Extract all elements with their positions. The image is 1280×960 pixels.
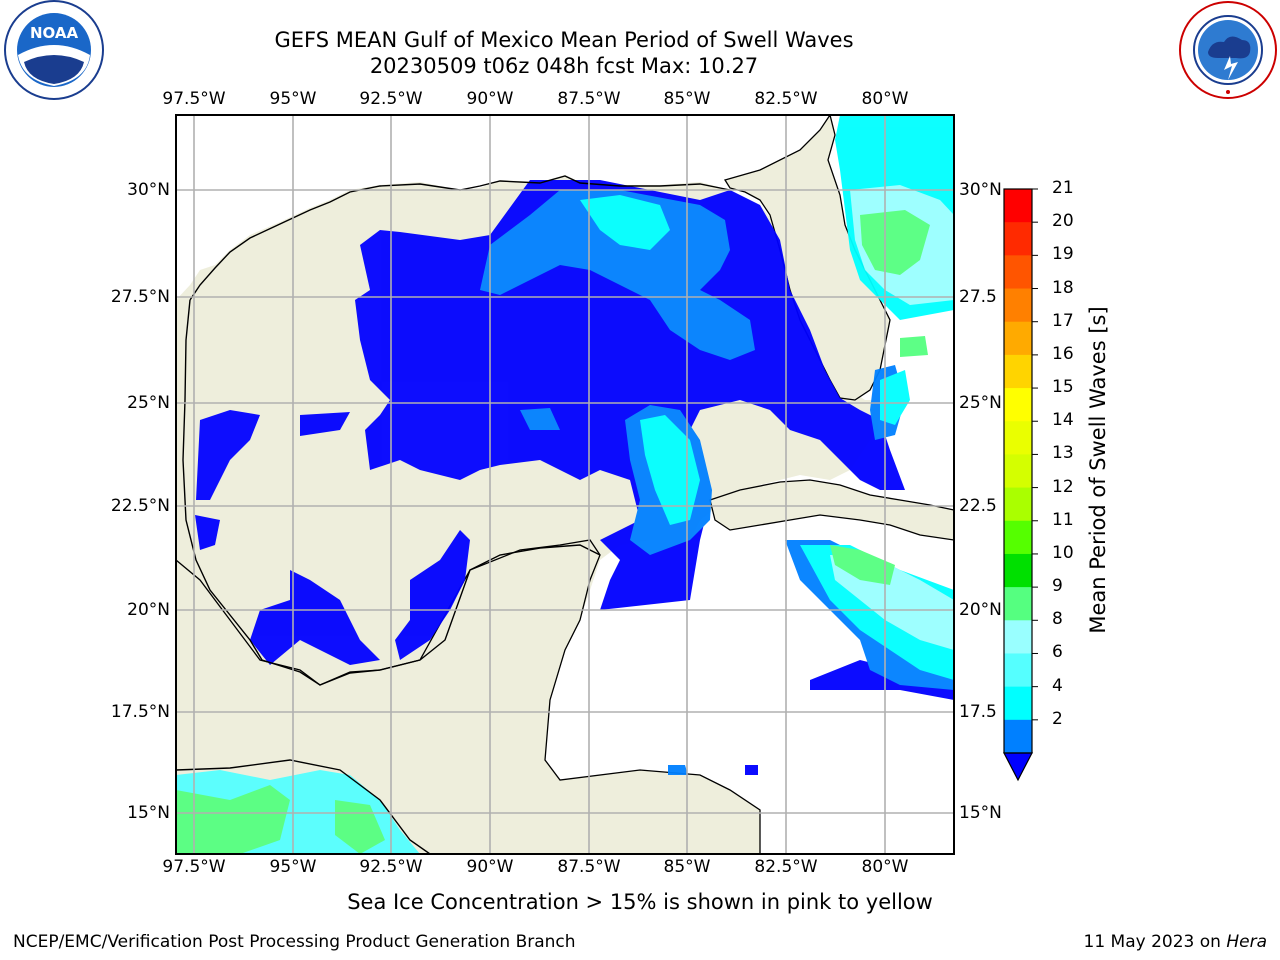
lon-tick-top: 80°W — [861, 89, 909, 109]
colorbar-segments — [1004, 189, 1032, 754]
colorbar-segment — [1004, 421, 1032, 455]
noaa-logo: NOAA — [4, 0, 104, 100]
lat-tick-right: 25°N — [959, 393, 1002, 413]
colorbar-tick-label: 13 — [1052, 443, 1074, 464]
noaa-logo-text: NOAA — [30, 24, 79, 42]
colorbar-segment — [1004, 189, 1032, 223]
colorbar-tick-label: 16 — [1052, 343, 1074, 364]
lon-tick-bottom: 92.5°W — [359, 857, 423, 877]
colorbar-segment — [1004, 686, 1032, 721]
central-america-coastline — [176, 759, 431, 854]
lat-tick-right: 17.5 — [959, 702, 997, 722]
colorbar-tick-label: 21 — [1052, 178, 1074, 198]
gulf-coastline — [189, 175, 731, 301]
lon-tick-top: 87.5°W — [557, 89, 621, 109]
colorbar-tick-label: 19 — [1052, 244, 1074, 265]
colorbar-segment — [1004, 321, 1032, 356]
colorbar-tick-label: 15 — [1052, 377, 1074, 398]
nws-logo — [1179, 1, 1277, 99]
lon-tick-bottom: 85°W — [663, 857, 711, 877]
colorbar-tick-label: 18 — [1052, 277, 1074, 298]
colorbar-segment — [1004, 520, 1032, 555]
lon-tick-bottom: 90°W — [466, 857, 514, 877]
colorbar-segment — [1004, 388, 1032, 422]
chart-title: GEFS MEAN Gulf of Mexico Mean Period of … — [274, 28, 854, 52]
lat-tick-right: 27.5 — [959, 287, 997, 307]
gulf-of-mexico-water — [176, 115, 954, 854]
colorbar-segment — [1004, 719, 1032, 754]
lon-tick-bottom: 80°W — [861, 857, 909, 877]
lon-tick-top: 95°W — [269, 89, 317, 109]
cuba-land — [709, 479, 954, 541]
lon-tick-top: 92.5°W — [359, 89, 423, 109]
colorbar-tick-label: 12 — [1052, 476, 1074, 497]
footer-credit: NCEP/EMC/Verification Post Processing Pr… — [13, 932, 576, 952]
colorbar-segment — [1004, 553, 1032, 588]
lat-tick-left: 30°N — [127, 180, 170, 200]
lon-tick-bottom: 97.5°W — [162, 857, 226, 877]
colorbar-tick-label: 20 — [1052, 211, 1074, 232]
lon-tick-top: 85°W — [663, 89, 711, 109]
lon-tick-bottom: 82.5°W — [754, 857, 818, 877]
map-frame — [175, 114, 955, 855]
colorbar-tick-label: 8 — [1052, 609, 1063, 630]
lat-tick-right: 30°N — [959, 180, 1002, 200]
lon-tick-bottom: 87.5°W — [557, 857, 621, 877]
lat-tick-left: 17.5°N — [110, 702, 170, 722]
colorbar-segment — [1004, 288, 1032, 323]
lon-tick-top: 97.5°W — [162, 89, 226, 109]
graticule — [176, 115, 954, 854]
lat-tick-left: 27.5°N — [110, 287, 170, 307]
footer-date: 11 May 2023 on Hera — [1084, 932, 1268, 952]
lat-tick-right: 15°N — [959, 803, 1002, 823]
colorbar-segment — [1004, 587, 1032, 621]
lat-tick-left: 20°N — [127, 600, 170, 620]
lat-tick-right: 20°N — [959, 600, 1002, 620]
lat-tick-left: 15°N — [127, 803, 170, 823]
lon-tick-top: 90°W — [466, 89, 514, 109]
lon-tick-top: 82.5°W — [754, 89, 818, 109]
footer-machine: Hera — [1226, 932, 1267, 952]
colorbar-segment — [1004, 653, 1032, 688]
footer-date-text: 11 May 2023 on — [1083, 932, 1227, 952]
lat-tick-left: 22.5°N — [110, 496, 170, 516]
colorbar-segment — [1004, 255, 1032, 290]
colorbar-segment — [1004, 222, 1032, 256]
colorbar-segment — [1004, 454, 1032, 489]
colorbar-label: Mean Period of Swell Waves [s] — [1086, 306, 1110, 634]
colorbar-tick-label: 4 — [1052, 675, 1063, 696]
colorbar-tick-label: 11 — [1052, 509, 1074, 530]
colorbar-tick-marks — [1032, 188, 1038, 721]
colorbar-tick-label: 14 — [1052, 410, 1074, 431]
sea-ice-note: Sea Ice Concentration > 15% is shown in … — [347, 890, 933, 914]
colorbar-segment — [1004, 354, 1032, 389]
colorbar-tick-label: 10 — [1052, 542, 1074, 563]
lon-tick-bottom: 95°W — [269, 857, 317, 877]
colorbar-extend-arrow — [1003, 752, 1033, 782]
colorbar-segment — [1004, 620, 1032, 654]
colorbar-frame — [1003, 188, 1033, 754]
colorbar-tick-label: 9 — [1052, 576, 1063, 597]
chart-subtitle: 20230509 t06z 048h fcst Max: 10.27 — [369, 54, 759, 78]
colorbar-segment — [1004, 487, 1032, 522]
colorbar-tick-label: 2 — [1052, 708, 1063, 729]
colorbar-tick-label: 17 — [1052, 310, 1074, 331]
colorbar-tick-label: 6 — [1052, 642, 1063, 663]
lat-tick-left: 25°N — [127, 393, 170, 413]
lat-tick-right: 22.5 — [959, 496, 997, 516]
